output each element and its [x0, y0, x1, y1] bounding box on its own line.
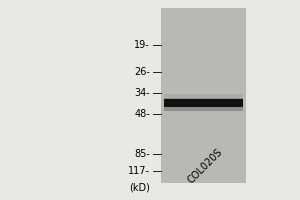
Bar [160, 8, 246, 183]
Text: 19-: 19- [134, 40, 150, 50]
Bar [164, 106, 243, 111]
Bar [164, 98, 243, 103]
Bar [164, 102, 243, 111]
Text: (kD): (kD) [129, 182, 150, 192]
Text: COL020S: COL020S [186, 146, 224, 185]
Text: 48-: 48- [134, 109, 150, 119]
Bar [164, 94, 243, 103]
Text: 85-: 85- [134, 149, 150, 159]
Text: 34-: 34- [134, 88, 150, 98]
Bar [164, 99, 243, 107]
Text: 117-: 117- [128, 166, 150, 176]
Text: 26-: 26- [134, 67, 150, 77]
